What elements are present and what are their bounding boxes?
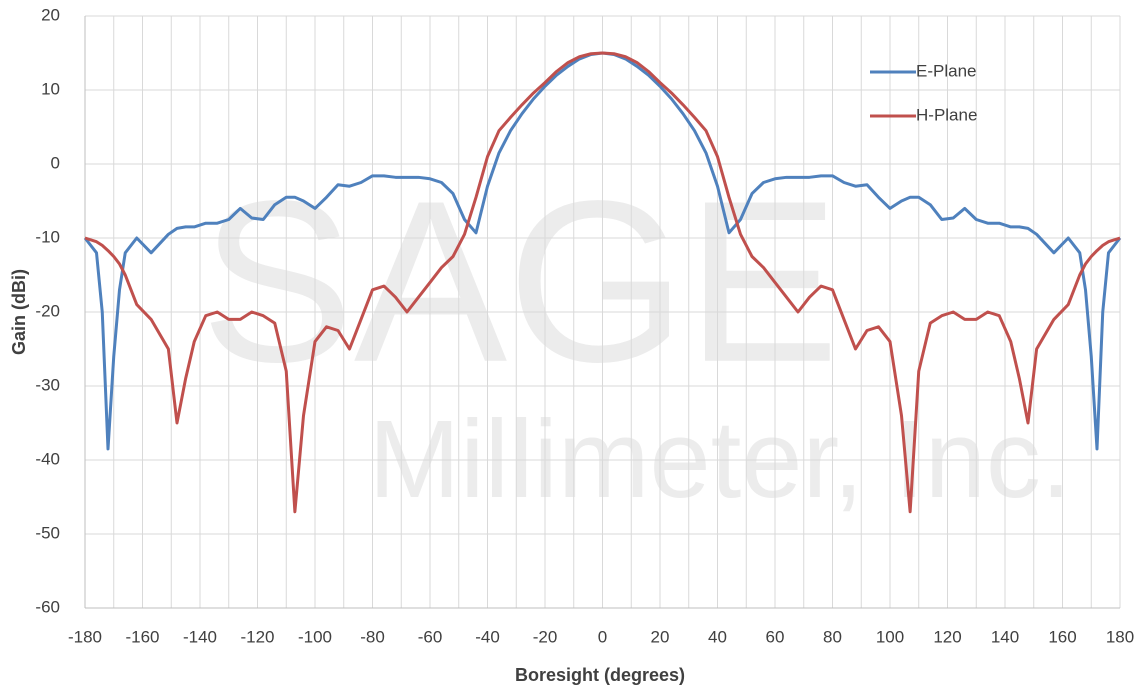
watermark: SAGE (200, 153, 839, 410)
x-tick-label: 160 (1048, 627, 1076, 646)
x-tick-label: 20 (651, 627, 670, 646)
x-tick-label: 120 (933, 627, 961, 646)
x-tick-label: 100 (876, 627, 904, 646)
x-tick-label: 180 (1106, 627, 1134, 646)
x-tick-label: -40 (475, 627, 500, 646)
x-tick-label: -20 (533, 627, 558, 646)
x-tick-label: -80 (360, 627, 385, 646)
legend-label: H-Plane (916, 105, 977, 124)
y-axis-label: Gain (dBi) (9, 269, 29, 355)
x-tick-label: 80 (823, 627, 842, 646)
x-tick-label: -120 (240, 627, 274, 646)
x-axis-label: Boresight (degrees) (515, 665, 685, 685)
y-tick-label: 10 (41, 79, 60, 98)
x-tick-label: 140 (991, 627, 1019, 646)
x-tick-label: -160 (125, 627, 159, 646)
y-tick-label: 20 (41, 5, 60, 24)
y-tick-label: -20 (35, 301, 60, 320)
legend-label: E-Plane (916, 61, 976, 80)
x-tick-label: -180 (68, 627, 102, 646)
x-tick-label: -140 (183, 627, 217, 646)
x-tick-label: 60 (766, 627, 785, 646)
line-series (84, 51, 1121, 514)
y-tick-label: 0 (51, 153, 60, 172)
x-tick-label: 0 (598, 627, 607, 646)
y-tick-label: -60 (35, 597, 60, 616)
y-tick-label: -10 (35, 227, 60, 246)
x-tick-label: -60 (418, 627, 443, 646)
x-tick-label: -100 (298, 627, 332, 646)
x-tick-label: 40 (708, 627, 727, 646)
y-tick-label: -50 (35, 523, 60, 542)
y-tick-label: -30 (35, 375, 60, 394)
y-tick-label: -40 (35, 449, 60, 468)
